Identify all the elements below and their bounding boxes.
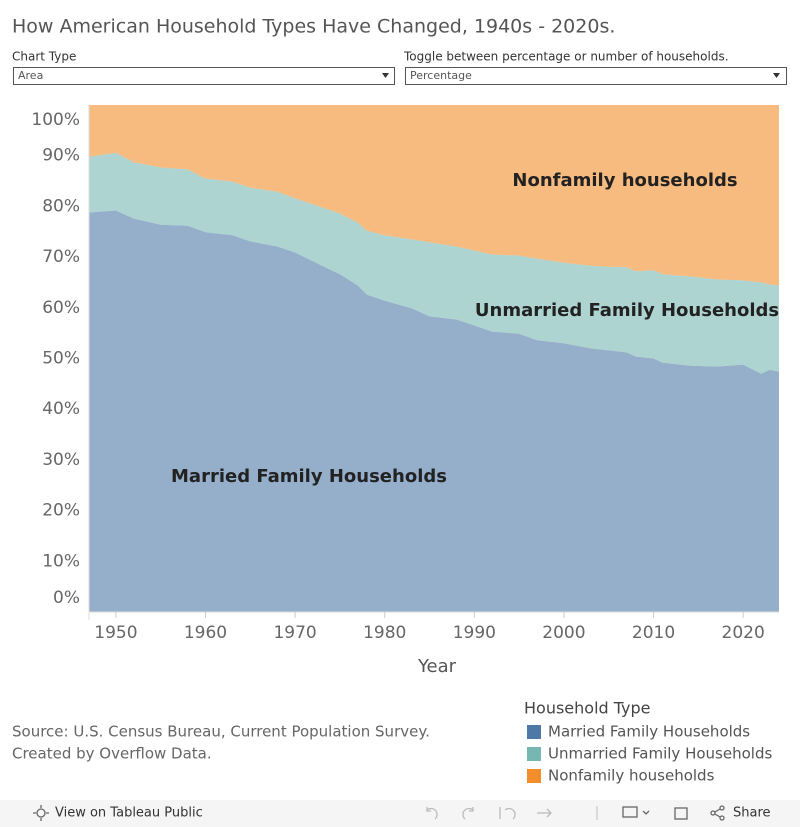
dropdown-value[interactable]: Area — [18, 69, 43, 82]
legend-label: Unmarried Family Households — [548, 745, 772, 763]
y-tick-label: 30% — [42, 450, 80, 470]
share-icon[interactable] — [719, 815, 725, 821]
y-tick-label: 50% — [42, 349, 80, 369]
x-tick-label: 1960 — [184, 623, 227, 643]
undo[interactable] — [426, 807, 438, 820]
share-icon[interactable] — [714, 808, 721, 818]
dropdown[interactable] — [13, 67, 395, 85]
area — [89, 210, 779, 612]
plot: 0% 10% 20% 30% 40% 50% 60% 70% 80% 90% 100% 1950 196… — [31, 105, 779, 643]
dropdown-arrow — [773, 73, 780, 78]
legend-swatch[interactable] — [527, 725, 541, 739]
y-tick-label: 90% — [42, 146, 80, 166]
toolbar — [0, 800, 800, 827]
y-tick-label: 80% — [42, 196, 80, 216]
toolbar-icons — [33, 805, 725, 821]
source: Created by Overflow Data. — [12, 745, 212, 763]
area — [89, 105, 779, 286]
control-label: Chart Type — [12, 50, 76, 64]
redo[interactable] — [462, 807, 474, 820]
y-tick-label: 70% — [42, 247, 80, 267]
source: Source: U.S. Census Bureau, Current Popu… — [12, 723, 430, 741]
revert[interactable] — [499, 807, 516, 820]
legend-label: Nonfamily households — [548, 767, 715, 785]
legend-title: Household Type — [524, 699, 651, 718]
area — [89, 152, 779, 374]
y-tick-label: 60% — [42, 298, 80, 318]
x-tick-label: 2000 — [542, 623, 585, 643]
dropdown-arrow — [642, 810, 650, 815]
area-label: Married Family Households — [171, 466, 447, 487]
fullscreen[interactable] — [674, 807, 688, 820]
x-axis-label: Year — [417, 656, 457, 677]
icon — [33, 805, 49, 821]
x-tick-label: 2020 — [722, 623, 765, 643]
legend: Married Family Households Unmarried Famil… — [527, 723, 772, 785]
refresh[interactable] — [537, 808, 552, 818]
dropdown[interactable] — [405, 67, 787, 85]
y-tick-label: 40% — [42, 399, 80, 419]
x-tick-label: 1990 — [453, 623, 496, 643]
title: How American Household Types Have Change… — [12, 16, 615, 38]
y-tick-label: 10% — [42, 551, 80, 571]
x-tick-label: 1980 — [363, 623, 406, 643]
area-label: Nonfamily households — [512, 170, 737, 191]
y-tick-label: 20% — [42, 501, 80, 521]
share[interactable]: Share — [733, 806, 771, 821]
dropdown-value[interactable]: Percentage — [410, 69, 472, 82]
x-tick-label: 1950 — [94, 623, 137, 643]
share-icon[interactable] — [710, 810, 716, 816]
x-tick-label: 1970 — [273, 623, 316, 643]
legend-swatch[interactable] — [527, 747, 541, 761]
view-on-tableau[interactable]: View on Tableau Public — [55, 806, 203, 821]
area-label: Unmarried Family Households — [475, 300, 779, 321]
dropdown-arrow — [382, 73, 389, 78]
legend-swatch[interactable] — [527, 769, 541, 783]
legend-label: Married Family Households — [548, 723, 750, 741]
x-tick-label: 2010 — [632, 623, 675, 643]
share-icon[interactable] — [719, 805, 725, 811]
control-label: Toggle between percentage or number of h… — [403, 50, 729, 64]
icon — [36, 808, 46, 818]
y-tick-label: 100% — [31, 110, 80, 130]
device-preview[interactable] — [622, 806, 638, 818]
y-tick-label: 0% — [53, 588, 80, 608]
